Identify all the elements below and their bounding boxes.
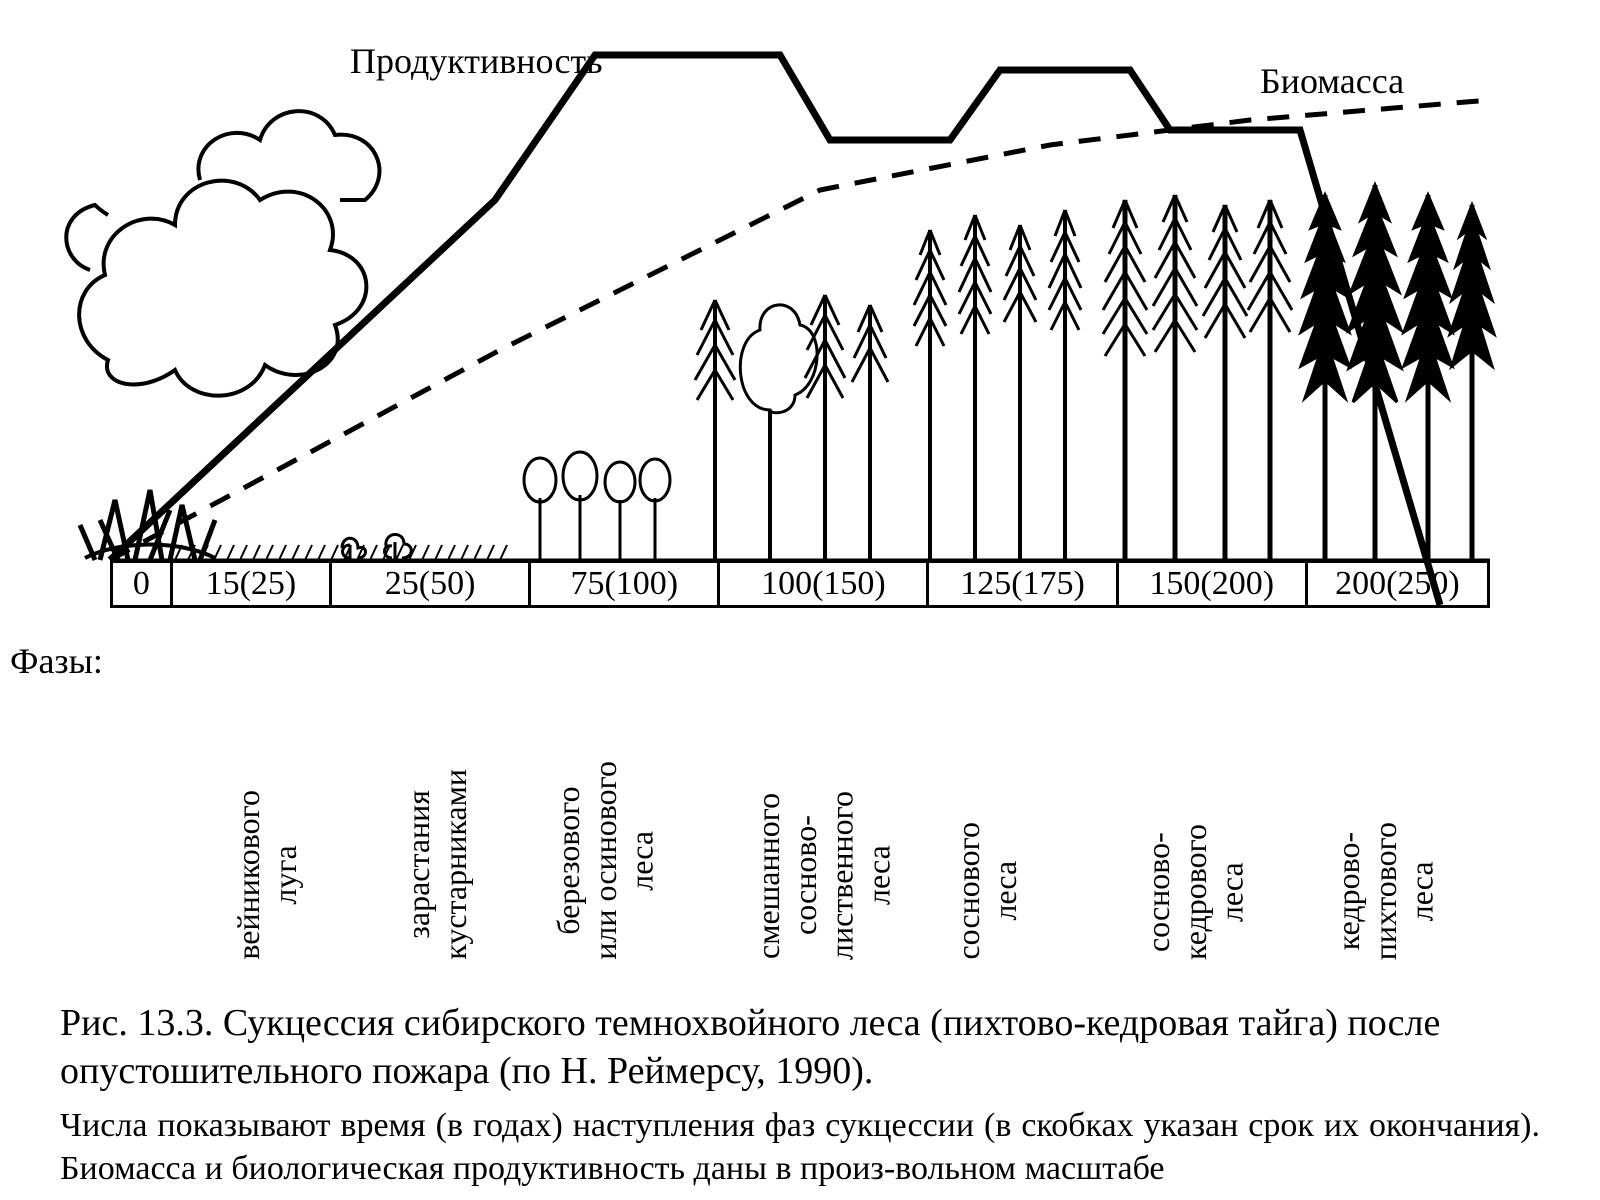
timeline-cell: 15(25) <box>173 563 332 605</box>
productivity-label: Продуктивность <box>350 40 603 82</box>
phase-labels-block: вейникового луга зарастания кустарниками б… <box>110 660 1490 960</box>
pine-forest-icon <box>914 210 1081 560</box>
timeline-axis: 015(25)25(50)75(100)100(150)125(175)150(… <box>110 560 1490 608</box>
caption-title: Рис. 13.3. Сукцессия сибирского темнохво… <box>60 1000 1540 1095</box>
phase-label: кедрово- пихтового леса <box>1330 822 1440 960</box>
phase-label: березового или осинового леса <box>550 761 660 960</box>
phase-label: зарастания кустарниками <box>400 769 474 960</box>
phase-label: смешанного сосново- лиственного леса <box>750 791 897 960</box>
figure-caption: Рис. 13.3. Сукцессия сибирского темнохво… <box>60 1000 1540 1190</box>
birch-trees-icon <box>524 452 670 560</box>
phases-heading: Фазы: <box>10 640 103 682</box>
biomass-curve <box>110 100 1490 560</box>
timeline-cell: 75(100) <box>531 563 720 605</box>
mixed-forest-icon <box>695 295 888 560</box>
timeline-cell: 25(50) <box>332 563 531 605</box>
fire-smoke-icon <box>66 111 379 560</box>
phase-label: соснового леса <box>950 822 1024 960</box>
figure-canvas: Продуктивность Биомасса 015(25)25(50)75(… <box>0 0 1600 1200</box>
timeline-cell: 0 <box>113 563 173 605</box>
timeline-cell: 150(200) <box>1119 563 1308 605</box>
timeline-cell: 200(250) <box>1308 563 1487 605</box>
timeline-cell: 125(175) <box>929 563 1118 605</box>
timeline-cell: 100(150) <box>720 563 929 605</box>
biomass-label: Биомасса <box>1260 60 1404 102</box>
pine-cedar-icon <box>1103 195 1292 560</box>
phase-label: вейникового луга <box>230 790 304 960</box>
phase-label: сосново- кедрового леса <box>1140 824 1250 960</box>
caption-subtitle: Числа показывают время (в годах) наступл… <box>60 1105 1540 1190</box>
